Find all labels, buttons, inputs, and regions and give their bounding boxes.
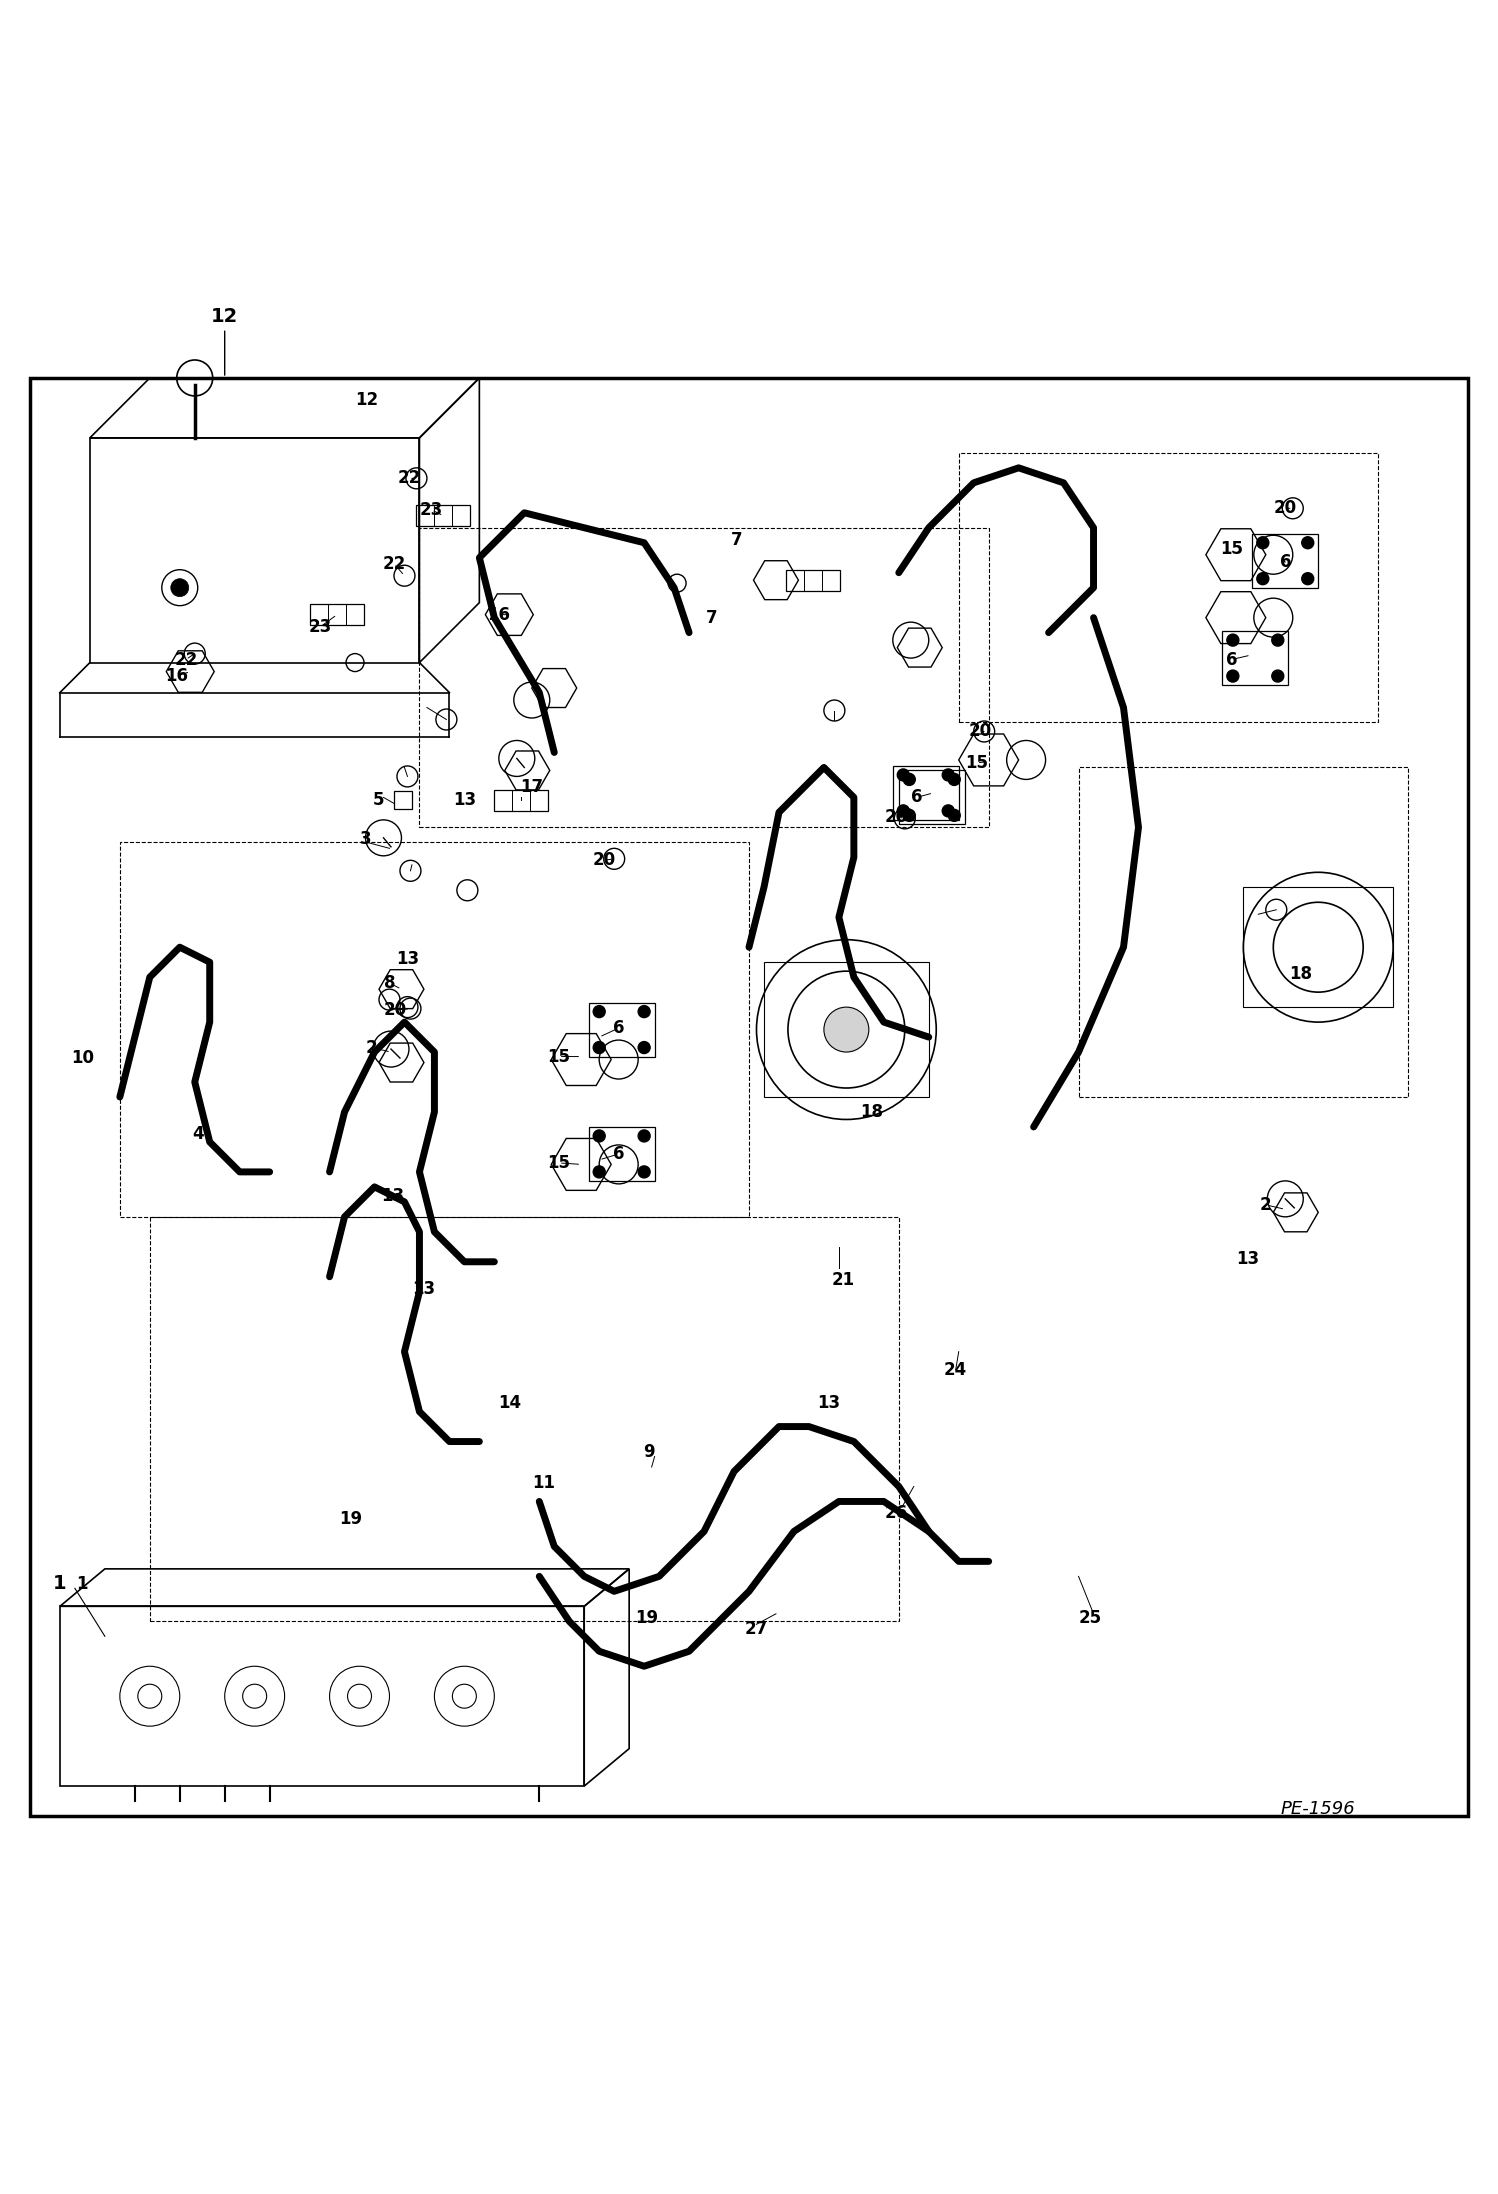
Circle shape bbox=[593, 1042, 605, 1053]
Text: 8: 8 bbox=[383, 974, 395, 992]
Text: 12: 12 bbox=[211, 307, 238, 375]
Text: 6: 6 bbox=[1279, 553, 1291, 570]
Bar bbox=[394, 792, 412, 810]
Bar bbox=[959, 452, 1378, 722]
Bar bbox=[589, 1128, 655, 1180]
Text: 22: 22 bbox=[174, 652, 198, 669]
Bar bbox=[1252, 533, 1318, 588]
Text: 6: 6 bbox=[1225, 652, 1237, 669]
Text: 24: 24 bbox=[944, 1360, 968, 1378]
Bar bbox=[899, 770, 965, 825]
Circle shape bbox=[593, 1005, 605, 1018]
Text: 7: 7 bbox=[706, 608, 718, 627]
Circle shape bbox=[638, 1130, 650, 1141]
Bar bbox=[1222, 632, 1288, 685]
Text: 20: 20 bbox=[383, 1000, 407, 1020]
Circle shape bbox=[1227, 669, 1239, 682]
Bar bbox=[589, 1003, 655, 1058]
Circle shape bbox=[1257, 538, 1269, 548]
Text: 21: 21 bbox=[831, 1270, 855, 1288]
Circle shape bbox=[942, 805, 954, 816]
Bar bbox=[494, 790, 548, 812]
Circle shape bbox=[593, 1130, 605, 1141]
Text: 13: 13 bbox=[1236, 1251, 1260, 1268]
Text: 23: 23 bbox=[309, 619, 333, 636]
Text: 6: 6 bbox=[911, 788, 923, 807]
Circle shape bbox=[1302, 573, 1314, 584]
Text: 13: 13 bbox=[380, 1187, 404, 1205]
Text: 4: 4 bbox=[192, 1126, 204, 1143]
Text: 19: 19 bbox=[635, 1610, 659, 1628]
Text: 18: 18 bbox=[860, 1104, 884, 1121]
Circle shape bbox=[824, 1007, 869, 1053]
Circle shape bbox=[638, 1165, 650, 1178]
Text: 22: 22 bbox=[382, 555, 406, 573]
Text: 7: 7 bbox=[731, 531, 743, 548]
Text: 11: 11 bbox=[532, 1474, 556, 1492]
Text: 10: 10 bbox=[70, 1049, 94, 1066]
Bar bbox=[120, 842, 749, 1218]
Circle shape bbox=[638, 1005, 650, 1018]
Bar bbox=[786, 570, 840, 590]
Text: 13: 13 bbox=[395, 950, 419, 968]
Circle shape bbox=[1257, 573, 1269, 584]
Circle shape bbox=[1302, 538, 1314, 548]
Text: 15: 15 bbox=[1219, 540, 1243, 557]
Text: 16: 16 bbox=[165, 667, 189, 685]
Text: 6: 6 bbox=[613, 1145, 625, 1163]
Text: PE-1596: PE-1596 bbox=[1281, 1799, 1356, 1817]
Circle shape bbox=[897, 805, 909, 816]
Text: 3: 3 bbox=[360, 829, 372, 849]
Circle shape bbox=[948, 810, 960, 821]
Bar bbox=[1243, 886, 1393, 1007]
Bar bbox=[893, 766, 959, 821]
Text: 1: 1 bbox=[76, 1575, 88, 1593]
Circle shape bbox=[948, 774, 960, 785]
Text: 15: 15 bbox=[547, 1047, 571, 1066]
Text: 16: 16 bbox=[487, 606, 511, 623]
Text: 2: 2 bbox=[366, 1038, 377, 1058]
Circle shape bbox=[638, 1042, 650, 1053]
Circle shape bbox=[1272, 634, 1284, 645]
Text: 9: 9 bbox=[643, 1444, 655, 1461]
Text: 12: 12 bbox=[355, 391, 379, 410]
Text: 1: 1 bbox=[52, 1575, 67, 1593]
Text: 15: 15 bbox=[965, 755, 989, 772]
Text: 20: 20 bbox=[1273, 500, 1297, 518]
Text: 26: 26 bbox=[884, 1505, 908, 1523]
Bar bbox=[150, 1218, 899, 1621]
Text: 23: 23 bbox=[419, 500, 443, 518]
Text: 22: 22 bbox=[397, 470, 421, 487]
Bar bbox=[764, 963, 929, 1097]
Text: 2: 2 bbox=[1260, 1196, 1272, 1213]
Circle shape bbox=[903, 810, 915, 821]
Circle shape bbox=[897, 768, 909, 781]
Circle shape bbox=[171, 579, 189, 597]
Text: 14: 14 bbox=[497, 1393, 521, 1411]
Text: 5: 5 bbox=[373, 792, 385, 810]
Bar bbox=[419, 529, 989, 827]
Text: 20: 20 bbox=[968, 722, 992, 742]
Text: 18: 18 bbox=[1288, 965, 1312, 983]
Circle shape bbox=[1272, 669, 1284, 682]
Text: 6: 6 bbox=[613, 1018, 625, 1038]
Text: 13: 13 bbox=[412, 1279, 436, 1297]
Text: 20: 20 bbox=[592, 851, 616, 869]
Text: 27: 27 bbox=[745, 1619, 768, 1637]
Text: 13: 13 bbox=[452, 792, 476, 810]
Text: 25: 25 bbox=[1079, 1610, 1103, 1628]
Bar bbox=[416, 505, 470, 527]
Bar bbox=[1079, 768, 1408, 1097]
Bar bbox=[310, 603, 364, 625]
Text: 15: 15 bbox=[547, 1154, 571, 1172]
Circle shape bbox=[1227, 634, 1239, 645]
Text: 17: 17 bbox=[520, 779, 544, 796]
Text: 13: 13 bbox=[816, 1393, 840, 1411]
Text: 20: 20 bbox=[884, 807, 908, 825]
Text: 19: 19 bbox=[339, 1509, 363, 1529]
Circle shape bbox=[903, 774, 915, 785]
Circle shape bbox=[942, 768, 954, 781]
Circle shape bbox=[593, 1165, 605, 1178]
